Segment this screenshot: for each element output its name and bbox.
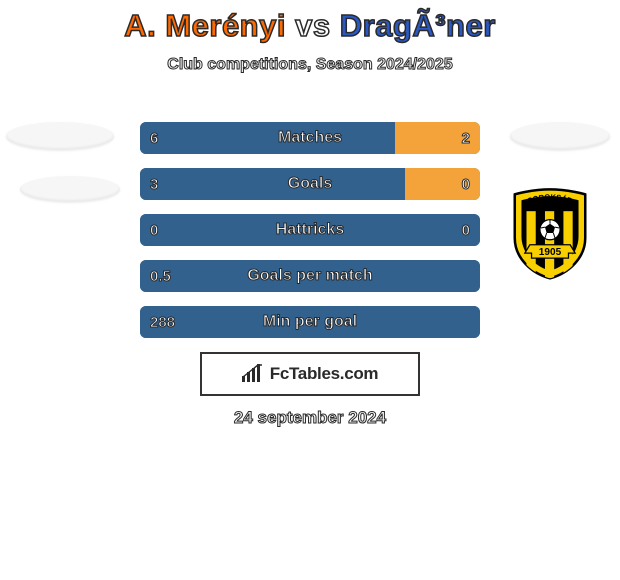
player1-placeholder-top: [6, 122, 114, 150]
stat-bar-left: [140, 214, 480, 246]
stat-bar-left: [140, 306, 480, 338]
stat-bar-right: [405, 168, 480, 200]
stat-bars: Matches62 Goals30 Hattricks00 Goals per mat…: [140, 122, 480, 352]
club-badge: SOROKSÁR 1905: [500, 180, 600, 286]
title-sep: vs: [286, 8, 340, 43]
stat-row: Matches62: [140, 122, 480, 154]
stat-row: Goals per match0.5: [140, 260, 480, 292]
chart-icon: [242, 364, 264, 384]
club-badge-svg: SOROKSÁR 1905: [508, 186, 592, 280]
badge-year: 1905: [539, 247, 562, 258]
player1-placeholder-bottom: [20, 176, 120, 202]
player2-placeholder-top: [510, 122, 610, 150]
attribution-text: FcTables.com: [270, 364, 379, 384]
player2-name: DragÃ³ner: [340, 8, 496, 43]
stat-row: Min per goal288: [140, 306, 480, 338]
page-title: A. Merényi vs DragÃ³ner: [0, 8, 620, 44]
stat-bar-left: [140, 168, 405, 200]
stat-row: Goals30: [140, 168, 480, 200]
stat-bar-left: [140, 260, 480, 292]
date-text: 24 september 2024: [0, 408, 620, 428]
attribution-box: FcTables.com: [200, 352, 420, 396]
subtitle: Club competitions, Season 2024/2025: [0, 56, 620, 74]
stat-row: Hattricks00: [140, 214, 480, 246]
comparison-infographic: A. Merényi vs DragÃ³ner Club competition…: [0, 0, 620, 580]
stat-bar-right: [395, 122, 480, 154]
stat-bar-left: [140, 122, 395, 154]
player1-name: A. Merényi: [124, 8, 286, 43]
